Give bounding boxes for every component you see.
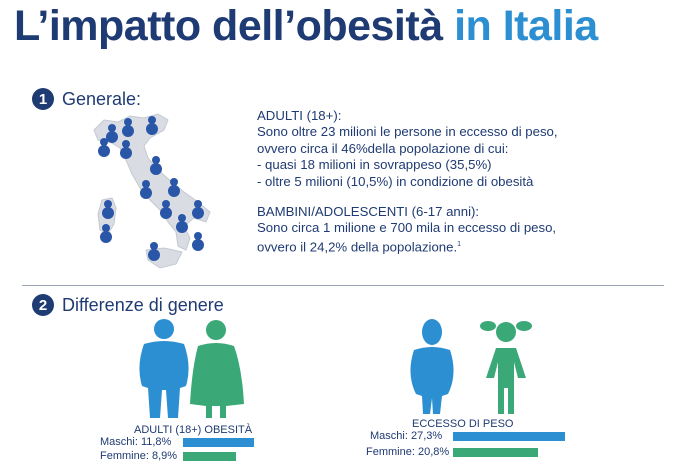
adults-female-label: Femmine: 8,9% <box>100 450 178 462</box>
person-icon <box>106 124 118 143</box>
children-general-text: BAMBINI/ADOLESCENTI (6-17 anni): Sono ci… <box>257 204 556 256</box>
adults-line: - quasi 18 milioni in sovrappeso (35,5%) <box>257 157 492 173</box>
adults-female-row: Femmine: 8,9% <box>100 450 177 462</box>
person-icon <box>160 200 172 219</box>
adults-line: ovvero circa il 46%della popolazione di … <box>257 140 509 156</box>
person-icon <box>100 224 112 243</box>
children-line: Sono circa 1 milione e 700 mila in ecces… <box>257 220 557 236</box>
children-line: ovvero il 24,2% della popolazione.1 <box>257 239 462 255</box>
person-icon <box>148 242 160 261</box>
person-icon <box>192 200 204 219</box>
person-icon <box>102 200 114 219</box>
youth-male-label: Maschi: 27,3% <box>370 430 443 442</box>
section-number-2: 2 <box>32 294 54 316</box>
adults-heading: ADULTI (18+): <box>257 108 342 123</box>
youth-female-bar <box>453 448 538 457</box>
youth-overweight-caption: ECCESSO DI PESO <box>412 418 514 430</box>
person-icon <box>120 140 132 159</box>
adult-figures <box>139 319 244 418</box>
youth-male-row: Maschi: 27,3% <box>370 430 442 442</box>
page-title: L’impatto dell’obesità in Italia <box>14 2 598 51</box>
italy-map-icon <box>93 113 211 269</box>
section-gender-title: Differenze di genere <box>62 294 224 315</box>
person-icon <box>98 138 110 157</box>
person-icon <box>140 180 152 199</box>
adults-line: Sono oltre 23 milioni le persone in ecce… <box>257 124 558 140</box>
person-icon <box>168 178 180 197</box>
youth-female-label: Femmine: 20,8% <box>366 446 450 458</box>
title-part1: L’impatto dell’obesità <box>14 2 443 50</box>
section-divider <box>22 285 664 286</box>
section-general-title: Generale: <box>62 88 142 109</box>
children-heading: BAMBINI/ADOLESCENTI (6-17 anni): <box>257 204 480 219</box>
adults-male-bar <box>183 438 254 447</box>
adults-general-text: ADULTI (18+): Sono oltre 23 milioni le p… <box>257 108 558 190</box>
woman-obese-icon <box>190 320 244 418</box>
youth-male-bar <box>453 432 565 441</box>
adults-male-row: Maschi: 11,8% <box>100 436 171 448</box>
person-icon <box>150 156 162 175</box>
person-icon <box>146 116 158 135</box>
section-number-1: 1 <box>32 88 54 110</box>
adults-male-label: Maschi: 11,8% <box>100 436 172 448</box>
section-general-heading: 1 Generale: <box>32 88 141 110</box>
person-icon <box>192 232 204 251</box>
adults-line: - oltre 5 milioni (10,5%) in condizione … <box>257 173 534 189</box>
person-icon <box>122 118 134 137</box>
adults-female-bar <box>183 452 236 461</box>
title-part2: in Italia <box>454 2 598 50</box>
person-icon <box>176 214 188 233</box>
adults-obesity-caption: ADULTI (18+) OBESITÀ <box>134 424 253 436</box>
man-obese-icon <box>139 319 189 418</box>
youth-figures <box>410 319 532 414</box>
footnote-marker: 1 <box>457 240 462 248</box>
section-gender-heading: 2 Differenze di genere <box>32 294 224 316</box>
boy-icon <box>410 319 454 414</box>
youth-female-row: Femmine: 20,8% <box>366 446 449 458</box>
girl-icon <box>480 321 532 414</box>
